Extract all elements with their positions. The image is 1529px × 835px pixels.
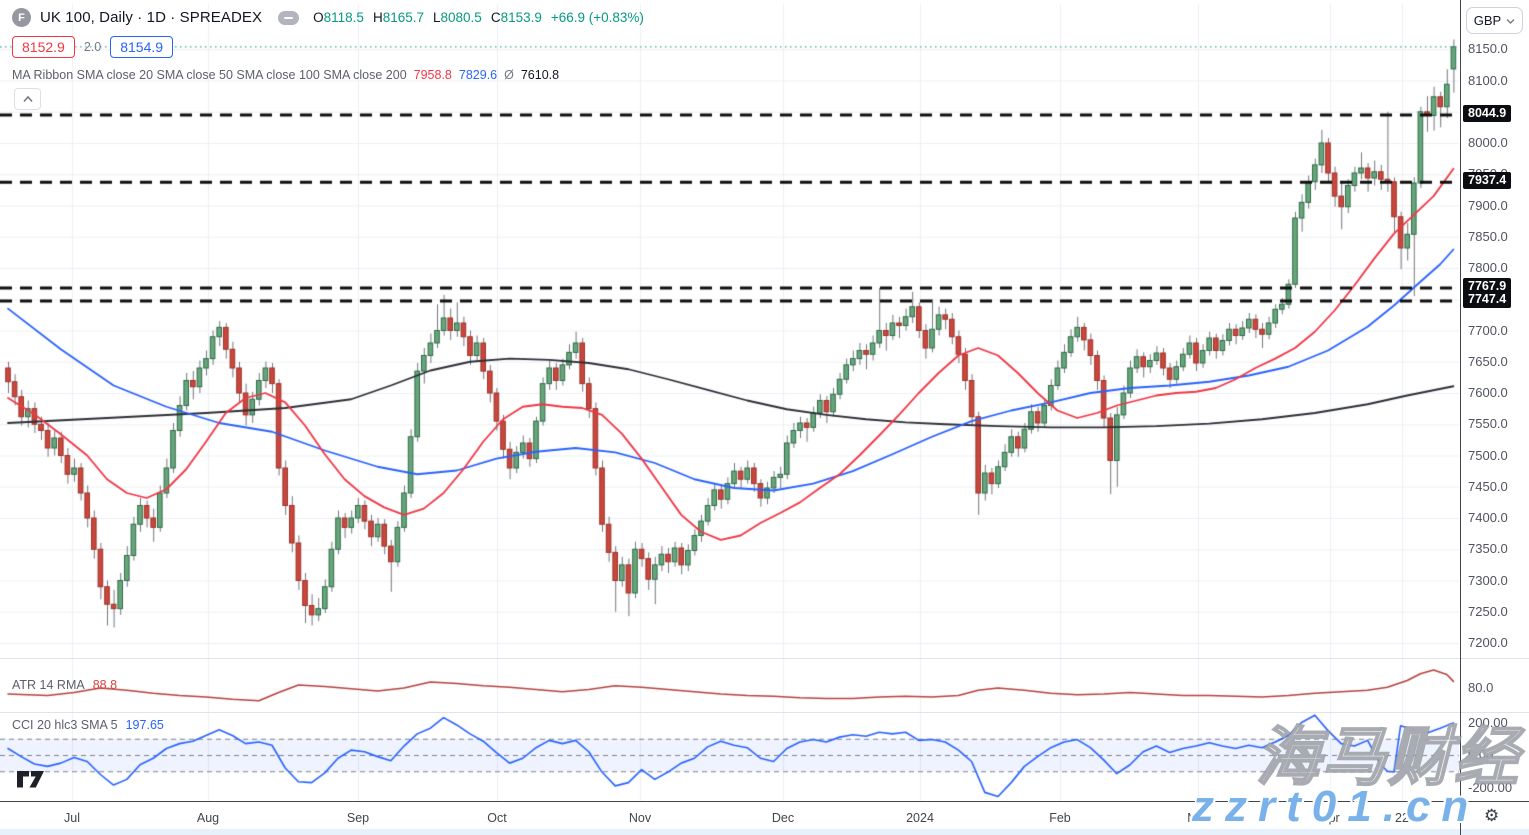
price-level-badge: 8044.9	[1463, 104, 1512, 122]
currency-selector-button[interactable]: GBP	[1466, 7, 1523, 34]
time-tick-label: 2024	[906, 811, 934, 825]
symbol-title[interactable]: UK 100, Daily · 1D · SPREADEX	[40, 9, 263, 26]
ma200-value: 7610.8	[520, 68, 560, 82]
time-tick-label: Mar	[1187, 811, 1209, 825]
time-tick-label: Jul	[64, 811, 80, 825]
price-tick-label: 8150.0	[1468, 41, 1508, 57]
time-tick-label: Sep	[346, 811, 370, 825]
time-tick-label: Apr	[1320, 811, 1340, 825]
price-axis-border	[1460, 0, 1461, 835]
axis-settings-gear-icon[interactable]: ⚙	[1484, 806, 1500, 825]
ask-price-button[interactable]: 8154.9	[110, 36, 174, 58]
close-label: C	[490, 10, 501, 25]
price-level-badge: 7937.4	[1463, 172, 1512, 190]
price-tick-label: 7800.0	[1468, 260, 1508, 275]
time-tick-label: 22	[1395, 811, 1409, 825]
price-tick-label: 7200.0	[1468, 635, 1508, 650]
cci-tick-label: -200.00	[1468, 779, 1513, 795]
low-label: L	[433, 10, 441, 25]
price-axis[interactable]: 8150.08100.08000.07950.07900.07850.07800…	[1461, 0, 1529, 801]
symbol-row[interactable]: F UK 100, Daily · 1D · SPREADEX O8118.5 …	[12, 8, 644, 27]
atr-cci-divider[interactable]	[0, 712, 1529, 713]
currency-label: GBP	[1473, 13, 1502, 28]
low-value: 8080.5	[440, 10, 482, 25]
cci-tick-label: 0.00	[1468, 747, 1494, 762]
open-value: 8118.5	[323, 10, 364, 25]
cci-value: 197.65	[125, 718, 164, 732]
high-value: 8165.7	[382, 10, 424, 25]
close-value: 8153.9	[500, 10, 542, 25]
time-axis-border	[0, 801, 1529, 802]
chevron-down-icon	[1506, 18, 1515, 24]
collapse-legend-button[interactable]	[14, 88, 41, 110]
price-tick-label: 7250.0	[1468, 603, 1508, 619]
high-label: H	[372, 10, 383, 25]
spread-value: 2.0	[83, 40, 102, 54]
ma50-value: 7829.6	[458, 68, 498, 82]
cci-legend[interactable]: CCI 20 hlc3 SMA 5 197.65	[12, 718, 164, 732]
price-tick-label: 7500.0	[1468, 447, 1508, 463]
tradingview-logo-icon[interactable]	[16, 770, 46, 794]
change-value: +66.9 (+0.83%)	[550, 10, 644, 25]
cci-label: CCI 20 hlc3 SMA 5	[12, 718, 118, 732]
bid-price-button[interactable]: 8152.9	[12, 36, 75, 58]
time-axis[interactable]: Jul Aug Sep Oct Nov Dec 2024 Feb Mar Apr 22	[0, 802, 1460, 835]
ma-ribbon-legend[interactable]: MA Ribbon SMA close 20 SMA close 50 SMA …	[12, 68, 644, 82]
price-level-badge: 7747.4	[1463, 290, 1512, 308]
time-tick-label: Nov	[628, 811, 652, 825]
price-tick-label: 7450.0	[1468, 478, 1508, 494]
bid-ask-row: 8152.9 2.0 8154.9	[12, 36, 644, 58]
price-level-badge: 7767.9	[1463, 278, 1512, 296]
average-symbol: Ø	[504, 68, 514, 82]
price-tick-label: 7550.0	[1468, 416, 1508, 432]
price-tick-label: 7400.0	[1468, 510, 1508, 525]
chart-legend: F UK 100, Daily · 1D · SPREADEX O8118.5 …	[12, 8, 644, 82]
time-tick-label: Aug	[196, 811, 220, 825]
atr-tick-label: 80.0	[1468, 680, 1494, 695]
atr-label: ATR 14 RMA	[12, 678, 85, 692]
time-tick-label: Feb	[1049, 811, 1071, 825]
time-tick-label: Dec	[771, 811, 795, 825]
price-tick-label: 7900.0	[1468, 197, 1508, 213]
chevron-up-icon	[22, 95, 33, 103]
minus-icon	[284, 16, 294, 19]
cci-tick-label: 200.00	[1468, 714, 1508, 730]
price-tick-label: 7600.0	[1468, 385, 1508, 400]
open-label: O	[313, 10, 324, 25]
price-tick-label: 7700.0	[1468, 322, 1508, 338]
price-tick-label: 7650.0	[1468, 353, 1508, 369]
main-atr-divider[interactable]	[0, 658, 1529, 659]
ohlc-values: O8118.5 H8165.7 L8080.5 C8153.9 +66.9 (+…	[313, 10, 644, 25]
atr-legend[interactable]: ATR 14 RMA 88.8	[12, 678, 117, 692]
price-tick-label: 7350.0	[1468, 541, 1508, 557]
price-tick-label: 8000.0	[1468, 135, 1508, 150]
price-tick-label: 8100.0	[1468, 72, 1508, 88]
time-tick-label: Oct	[487, 811, 507, 825]
price-tick-label: 7300.0	[1468, 572, 1508, 588]
atr-value: 88.8	[92, 678, 118, 692]
price-tick-label: 7850.0	[1468, 228, 1508, 244]
symbol-logo-icon: F	[12, 8, 31, 27]
ma-ribbon-label: MA Ribbon SMA close 20 SMA close 50 SMA …	[12, 68, 407, 82]
hide-indicator-icon[interactable]	[278, 10, 300, 25]
ma20-value: 7958.8	[413, 68, 452, 82]
bottom-strip	[0, 829, 1529, 835]
